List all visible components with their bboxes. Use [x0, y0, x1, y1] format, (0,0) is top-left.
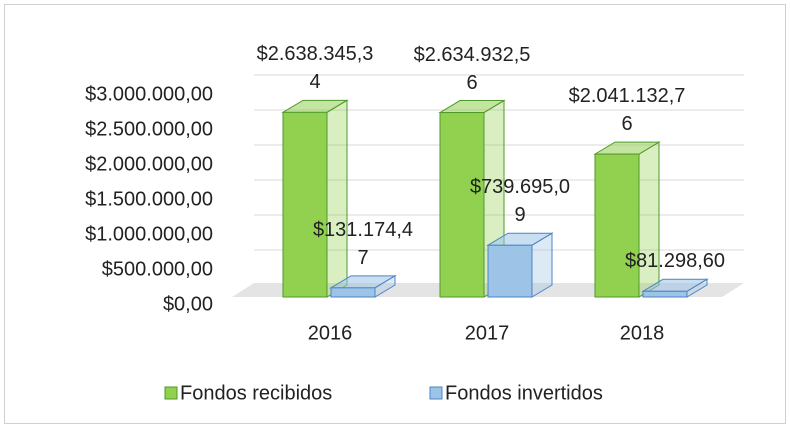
- y-tick-label: $2.000.000,00: [85, 153, 213, 175]
- bar: [642, 290, 688, 298]
- value-label: $2.634.932,56: [413, 43, 531, 94]
- value-label: $81.298,60: [624, 250, 726, 273]
- bar: [439, 112, 485, 298]
- x-tick-label: 2016: [308, 322, 353, 344]
- y-tick-label: $500.000,00: [102, 258, 213, 280]
- y-tick-label: $0,00: [163, 293, 213, 315]
- value-label: $2.041.132,76: [568, 85, 686, 136]
- legend-swatch: [429, 386, 443, 400]
- y-tick-label: $3.000.000,00: [85, 83, 213, 105]
- x-tick-label: 2018: [620, 322, 665, 344]
- value-label: $131.174,47: [312, 218, 414, 269]
- bar: [594, 153, 640, 298]
- bar: [487, 244, 533, 298]
- legend-label: Fondos invertidos: [445, 382, 603, 404]
- chart-border: [4, 4, 786, 424]
- legend-swatch: [164, 386, 178, 400]
- y-tick-label: $1.000.000,00: [85, 223, 213, 245]
- y-tick-label: $2.500.000,00: [85, 118, 213, 140]
- bar: [330, 287, 376, 298]
- y-tick-label: $1.500.000,00: [85, 188, 213, 210]
- bar: [282, 111, 328, 298]
- value-label: $739.695,09: [469, 176, 571, 227]
- legend-label: Fondos recibidos: [180, 382, 332, 404]
- value-label: $2.638.345,34: [256, 43, 374, 94]
- x-tick-label: 2017: [465, 322, 510, 344]
